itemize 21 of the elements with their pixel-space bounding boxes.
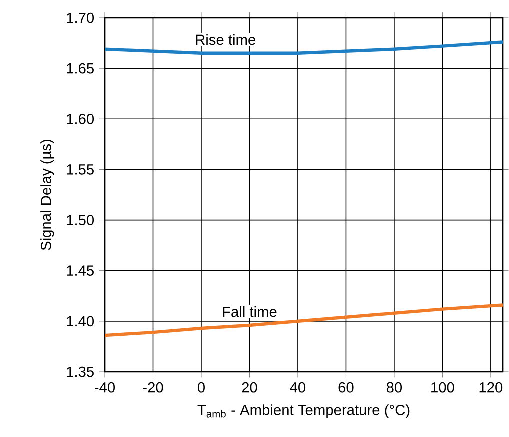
x-tick-label: 80: [386, 382, 402, 393]
y-tick-label: 1.55: [67, 164, 94, 175]
x-tick-label: -40: [95, 382, 116, 393]
x-tick-label: 40: [290, 382, 306, 393]
y-tick-label: 1.60: [67, 114, 94, 124]
x-axis-title: T$_{amb}$ - Ambient Temperature (°C): [198, 404, 410, 418]
x-tick-label: 120: [480, 382, 503, 393]
y-tick-label: 1.35: [67, 366, 94, 378]
y-tick-label: 1.50: [67, 215, 94, 226]
y-tick-label: 1.45: [67, 266, 94, 276]
x-tick-label: 100: [432, 382, 454, 393]
y-axis-title: Signal Delay (µs): [40, 140, 54, 250]
annotation: Rise time: [196, 34, 256, 46]
y-tick-label: 1.70: [67, 12, 94, 24]
x-tick-label: 20: [242, 382, 258, 393]
x-tick-label: 0: [198, 382, 205, 393]
y-tick-label: 1.40: [67, 316, 94, 327]
x-tick-label: 60: [338, 382, 354, 393]
y-tick-label: 1.65: [67, 63, 94, 74]
x-tick-label: -20: [143, 382, 164, 393]
annotation: Fall time: [223, 306, 277, 318]
